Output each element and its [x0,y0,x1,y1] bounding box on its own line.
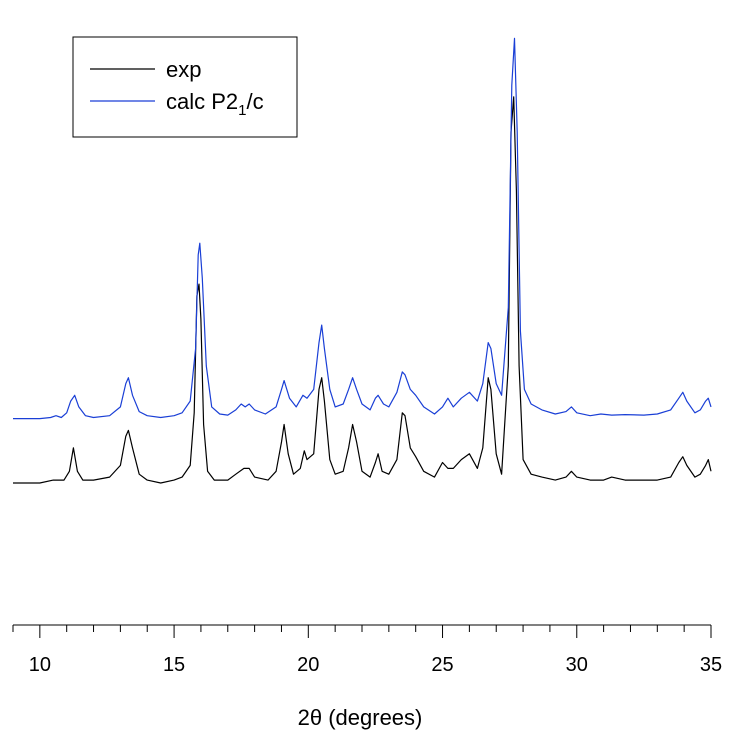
x-tick-label: 10 [29,654,51,676]
x-tick-label: 25 [431,654,453,676]
legend: exp calc P21/c [72,36,298,138]
legend-label: exp [166,57,201,82]
plot-area [13,37,712,484]
x-tick-label: 20 [297,654,319,676]
x-tick-label: 35 [700,654,722,676]
legend-label: calc P21/c [166,89,264,119]
series-line-calc-p2 [13,37,712,420]
legend-box [72,36,298,138]
x-axis-label: 2θ (degrees) [298,705,423,730]
x-tick-label: 30 [566,654,588,676]
x-axis: 10 15 20 25 30 35 [12,624,722,676]
x-tick-label: 15 [163,654,185,676]
series-line-exp [13,96,712,484]
